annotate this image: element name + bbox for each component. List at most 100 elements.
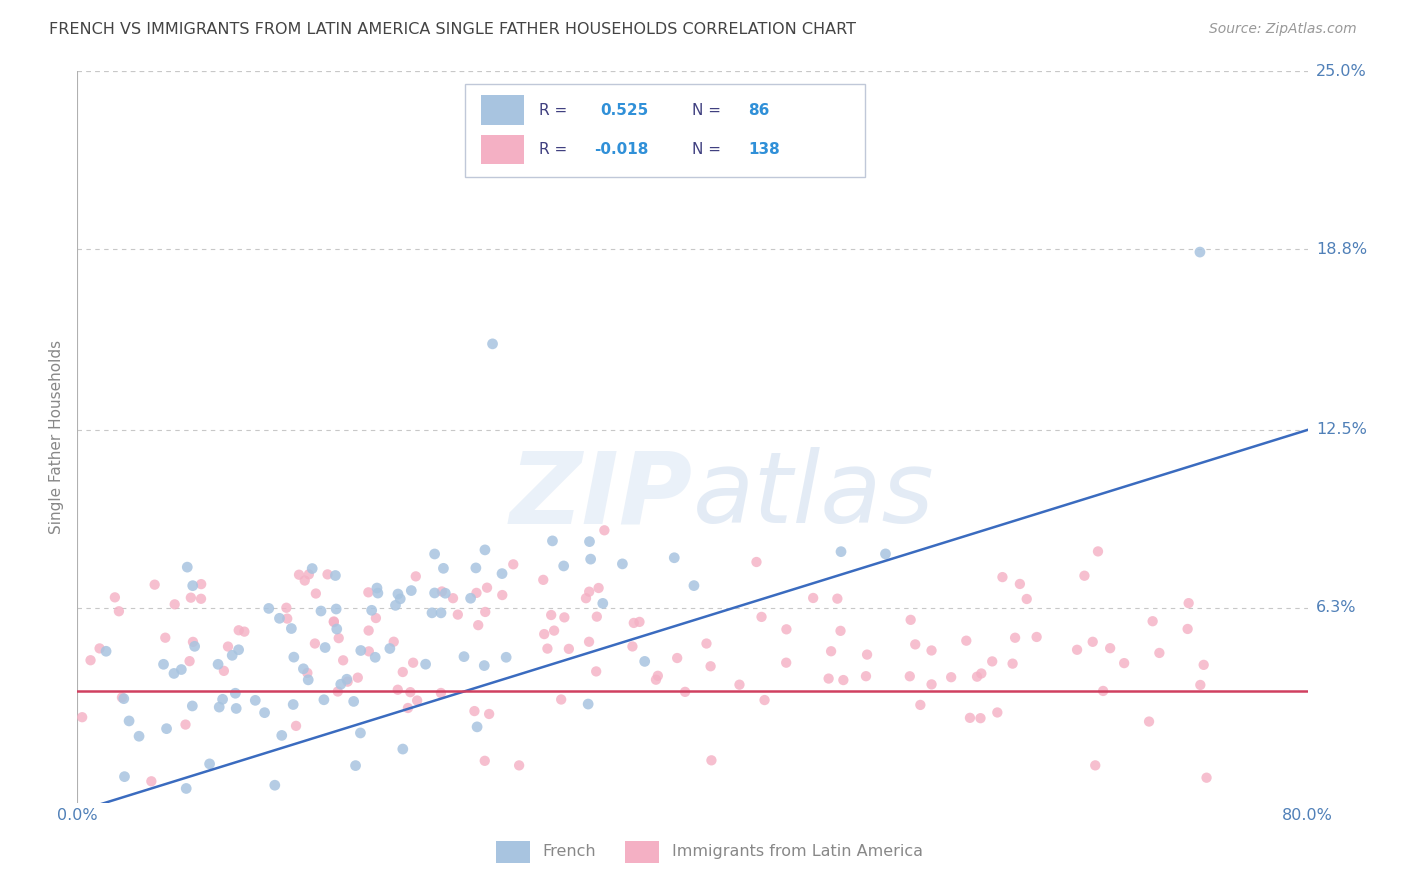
Point [163,666,186,681]
Point [309,604,332,618]
Text: 138: 138 [748,142,779,157]
Point [531,573,554,587]
Point [1142,614,1164,628]
Point [465,586,488,600]
Point [208,700,231,714]
Point [1137,714,1160,729]
Point [699,659,721,673]
Point [904,637,927,651]
Point [447,607,470,622]
Point [623,615,645,630]
Point [367,586,389,600]
Point [645,673,668,687]
Point [900,613,922,627]
Text: -0.018: -0.018 [595,142,648,157]
Point [112,691,135,706]
Point [1066,642,1088,657]
Point [143,577,166,591]
Point [502,558,524,572]
Point [325,568,347,582]
Y-axis label: Single Father Households: Single Father Households [49,340,65,534]
Point [276,600,298,615]
Point [827,591,849,606]
Point [326,684,349,698]
Point [391,742,413,756]
Point [585,665,607,679]
Point [179,654,201,668]
FancyBboxPatch shape [481,95,524,125]
Point [396,701,419,715]
Point [128,729,150,743]
Point [1025,630,1047,644]
Point [190,591,212,606]
Point [666,651,689,665]
Point [474,542,496,557]
Point [198,756,221,771]
Point [856,648,879,662]
Point [285,719,308,733]
Point [434,586,457,600]
Point [283,698,305,712]
Point [336,674,359,689]
Point [79,653,101,667]
Point [304,636,326,650]
Point [181,698,204,713]
Point [312,692,335,706]
Point [986,706,1008,720]
Point [301,561,323,575]
Point [1099,641,1122,656]
Text: 6.3%: 6.3% [1316,600,1357,615]
Point [430,686,453,700]
Point [344,758,367,772]
Point [415,657,437,672]
Point [263,778,285,792]
Point [941,670,963,684]
Point [269,611,291,625]
Point [441,591,464,606]
Point [297,673,319,687]
Text: French: French [543,845,596,859]
Point [959,711,981,725]
Text: 86: 86 [748,103,769,118]
Point [270,728,292,742]
Point [387,682,409,697]
Point [382,634,405,648]
Point [328,631,350,645]
Point [432,561,454,575]
Point [1087,544,1109,558]
Point [228,624,250,638]
Text: Source: ZipAtlas.com: Source: ZipAtlas.com [1209,22,1357,37]
Point [170,663,193,677]
Point [141,774,163,789]
Point [207,657,229,672]
Point [406,693,429,707]
Point [612,557,634,571]
Point [628,615,651,629]
Point [550,692,572,706]
Point [104,591,127,605]
Point [336,672,359,686]
Text: FRENCH VS IMMIGRANTS FROM LATIN AMERICA SINGLE FATHER HOUSEHOLDS CORRELATION CHA: FRENCH VS IMMIGRANTS FROM LATIN AMERICA … [49,22,856,37]
Point [343,694,366,708]
Point [921,643,943,657]
Point [326,622,349,636]
Text: atlas: atlas [693,447,934,544]
Point [830,544,852,558]
Point [728,678,751,692]
Point [453,649,475,664]
Point [288,567,311,582]
Point [378,641,401,656]
FancyBboxPatch shape [624,841,659,863]
Text: ZIP: ZIP [509,447,693,544]
FancyBboxPatch shape [496,841,530,863]
Point [329,677,352,691]
Point [364,611,387,625]
Text: 18.8%: 18.8% [1316,242,1367,257]
Point [183,640,205,654]
Point [257,601,280,615]
Point [108,604,131,618]
Point [474,754,496,768]
Point [253,706,276,720]
Text: Immigrants from Latin America: Immigrants from Latin America [672,845,922,859]
Point [332,653,354,667]
